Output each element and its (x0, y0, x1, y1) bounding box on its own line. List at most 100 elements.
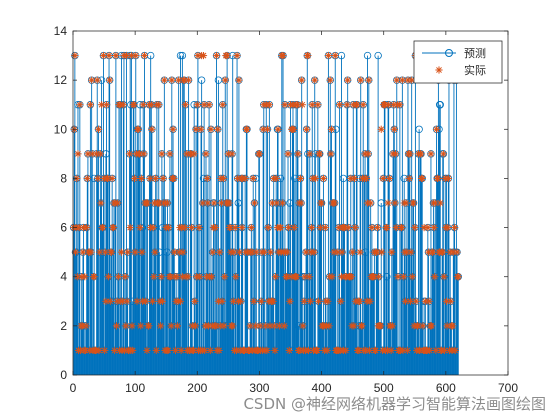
actual-point (112, 322, 121, 330)
actual-point (191, 297, 199, 305)
x-axis-ticks: 0 100 200 300 400 500 600 700 (70, 31, 518, 395)
actual-point (209, 248, 217, 256)
actual-point (398, 76, 406, 84)
actual-point (106, 297, 114, 305)
stem-point (286, 199, 294, 207)
actual-point (343, 101, 351, 109)
actual-point (266, 322, 274, 330)
actual-point (114, 199, 122, 207)
actual-point (356, 248, 364, 256)
actual-point (327, 125, 336, 133)
actual-point (310, 248, 318, 256)
actual-point (196, 273, 204, 281)
actual-point (218, 297, 226, 305)
actual-point (142, 297, 150, 305)
actual-point (364, 150, 372, 158)
actual-point (430, 223, 438, 232)
actual-point (128, 322, 136, 330)
actual-point (306, 150, 314, 158)
actual-point (249, 174, 257, 183)
actual-point (220, 322, 228, 330)
actual-point (276, 223, 285, 232)
legend-label-actual: 实际 (464, 63, 486, 77)
actual-point (300, 297, 308, 305)
actual-point (387, 346, 395, 355)
actual-point (411, 223, 419, 232)
actual-point (365, 76, 373, 84)
actual-point (95, 346, 103, 355)
actual-point (114, 273, 122, 281)
actual-point (314, 297, 323, 305)
actual-point (367, 199, 375, 207)
y-tick-label: 6 (60, 221, 67, 235)
actual-point (255, 150, 264, 158)
actual-point (99, 51, 108, 60)
actual-point (439, 150, 447, 158)
actual-point (205, 101, 213, 109)
actual-point (388, 248, 396, 256)
actual-point (138, 248, 146, 256)
actual-point (427, 322, 436, 330)
actual-point (177, 346, 185, 355)
actual-point (143, 346, 151, 355)
actual-point (81, 346, 90, 355)
actual-point (181, 223, 189, 232)
actual-point (232, 273, 240, 281)
actual-point (335, 101, 344, 109)
actual-point (313, 346, 321, 355)
actual-point (311, 76, 319, 84)
actual-point (409, 199, 418, 207)
actual-point (372, 346, 380, 355)
watermark: CSDN @神经网络机器学习智能算法画图绘图 (243, 395, 546, 413)
actual-point (243, 125, 251, 133)
y-tick-label: 2 (60, 319, 67, 333)
actual-point (82, 322, 90, 330)
actual-point (257, 297, 265, 305)
actual-point (267, 248, 275, 256)
actual-point (434, 174, 442, 183)
actual-point (285, 346, 293, 355)
actual-point (81, 273, 89, 281)
actual-point (362, 174, 370, 183)
actual-point (326, 76, 334, 84)
actual-point (121, 273, 129, 281)
actual-point (290, 125, 298, 133)
actual-point (319, 174, 328, 183)
actual-point (202, 150, 210, 158)
actual-point (158, 150, 166, 158)
actual-point (431, 199, 439, 207)
actual-point (402, 199, 410, 207)
actual-point (294, 150, 302, 158)
actual-point (184, 273, 192, 281)
actual-point (188, 223, 196, 232)
actual-point (337, 297, 345, 305)
actual-point (195, 223, 203, 232)
actual-point (283, 248, 291, 256)
actual-point (440, 273, 448, 281)
actual-point (231, 223, 239, 232)
actual-point (388, 322, 397, 330)
actual-point (96, 248, 104, 256)
actual-point (328, 273, 336, 281)
actual-point (439, 248, 447, 256)
actual-point (303, 125, 311, 133)
actual-point (417, 150, 425, 158)
legend-asterisk-shape (435, 66, 443, 74)
actual-point (108, 174, 116, 183)
actual-point (216, 248, 224, 256)
actual-point (112, 51, 120, 60)
actual-point (304, 51, 312, 60)
actual-point (86, 101, 94, 109)
actual-point (391, 199, 399, 207)
actual-point (235, 76, 243, 84)
actual-point (264, 223, 272, 232)
actual-point (450, 223, 459, 232)
actual-point (412, 297, 420, 305)
actual-point (366, 297, 374, 305)
actual-point (408, 273, 416, 281)
actual-point (400, 273, 408, 281)
actual-point (106, 76, 114, 84)
actual-point (148, 297, 157, 305)
actual-point (181, 101, 190, 109)
actual-point (99, 223, 107, 232)
